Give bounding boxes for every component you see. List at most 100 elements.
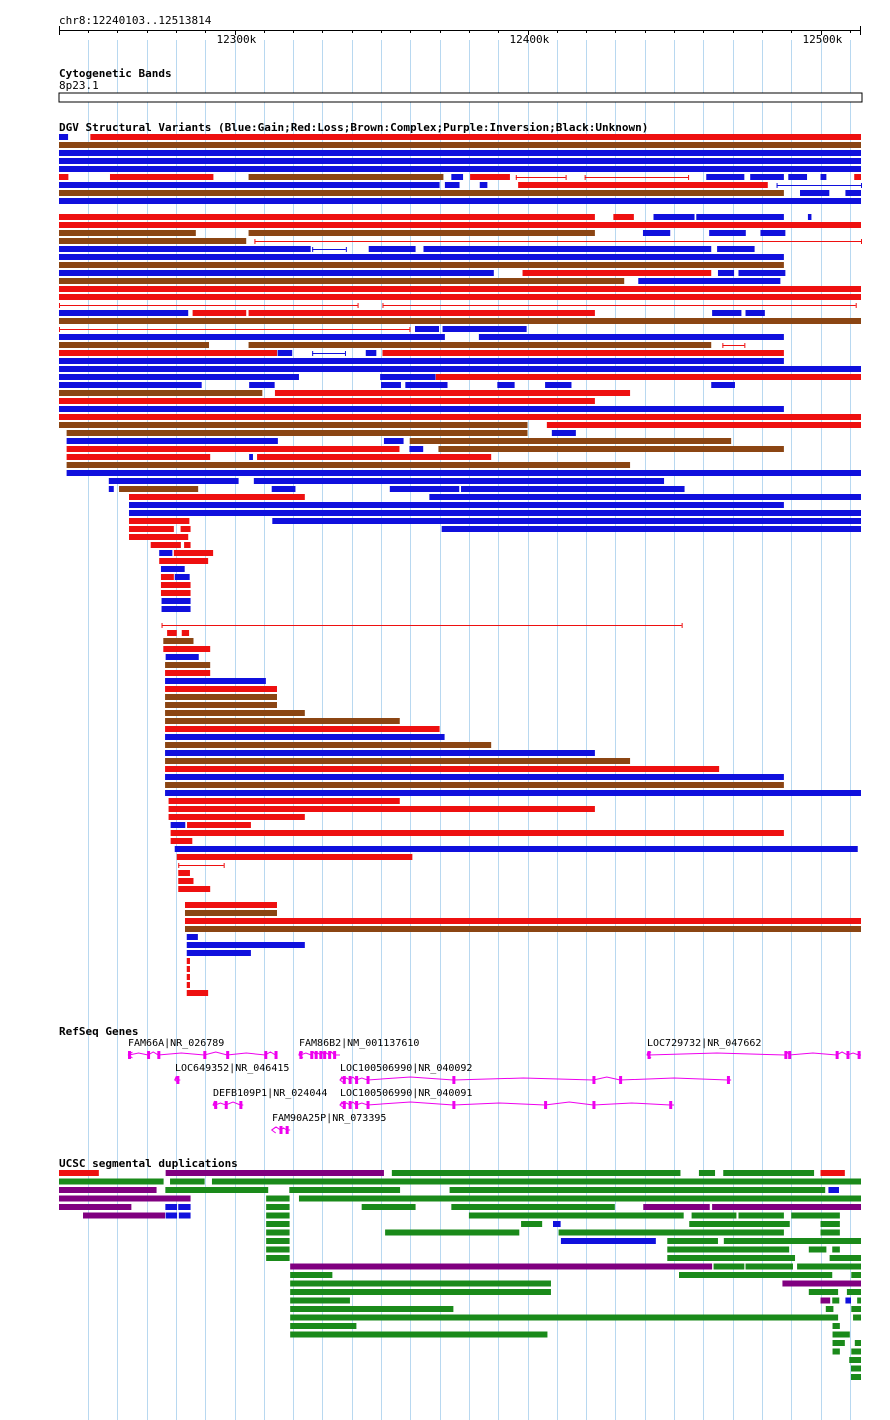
structural-variant-gain[interactable] <box>389 486 460 492</box>
segmental-duplication[interactable] <box>266 1255 290 1261</box>
structural-variant-gain[interactable] <box>478 334 784 340</box>
structural-variant-gain[interactable] <box>129 510 861 516</box>
segmental-duplication[interactable] <box>825 1306 834 1312</box>
structural-variant-gain[interactable] <box>165 774 784 780</box>
structural-variant-gain[interactable] <box>59 150 861 156</box>
structural-variant-complex[interactable] <box>59 422 528 428</box>
segmental-duplication[interactable] <box>820 1229 840 1236</box>
gene-exon[interactable] <box>592 1101 596 1109</box>
structural-variant-gain[interactable] <box>66 470 861 476</box>
structural-variant-complex[interactable] <box>184 910 277 916</box>
segmental-duplication[interactable] <box>165 1212 178 1219</box>
gene-exon[interactable] <box>264 1051 268 1059</box>
segmental-duplication[interactable] <box>828 1187 839 1193</box>
structural-variant-loss[interactable] <box>150 542 181 548</box>
structural-variant-loss[interactable] <box>160 574 174 580</box>
segmental-duplication[interactable] <box>820 1170 845 1176</box>
gene-label[interactable]: LOC649352|NR_046415 <box>175 1063 290 1074</box>
gene-intron-line[interactable] <box>339 1076 732 1081</box>
gene-exon[interactable] <box>452 1101 456 1109</box>
segmental-duplication[interactable] <box>832 1348 840 1355</box>
segmental-duplication[interactable] <box>290 1323 357 1329</box>
gene-exon[interactable] <box>310 1051 314 1059</box>
structural-variant-loss[interactable] <box>59 414 861 420</box>
segmental-duplication[interactable] <box>560 1238 656 1244</box>
structural-variant-gain[interactable] <box>745 310 765 316</box>
structural-variant-gain[interactable] <box>380 374 436 380</box>
gene-exon[interactable] <box>224 1101 228 1109</box>
structural-variant-complex[interactable] <box>248 174 444 180</box>
segmental-duplication[interactable] <box>451 1204 615 1210</box>
structural-variant-gain[interactable] <box>170 822 186 828</box>
structural-variant-loss[interactable] <box>59 222 861 228</box>
structural-variant-complex[interactable] <box>438 446 784 452</box>
structural-variant-loss[interactable] <box>180 526 191 532</box>
gene-exon[interactable] <box>285 1126 289 1134</box>
gene-exon[interactable] <box>323 1051 327 1059</box>
segmental-duplication[interactable] <box>266 1212 290 1219</box>
gene-exon[interactable] <box>348 1101 352 1109</box>
structural-variant-gain[interactable] <box>820 174 827 180</box>
structural-variant-loss[interactable] <box>168 798 400 804</box>
segdup-track[interactable] <box>59 1170 862 1380</box>
structural-variant-complex[interactable] <box>59 318 861 324</box>
segmental-duplication[interactable] <box>558 1229 784 1236</box>
structural-variant-gain[interactable] <box>409 446 424 452</box>
cytoband-bar[interactable] <box>58 92 863 103</box>
structural-variant-complex[interactable] <box>409 438 732 444</box>
structural-variant-loss[interactable] <box>435 374 861 380</box>
structural-variant-loss[interactable] <box>274 390 631 396</box>
structural-variant-complex[interactable] <box>165 702 277 708</box>
structural-variant-loss[interactable] <box>522 270 712 276</box>
structural-variant-loss[interactable] <box>186 966 190 972</box>
gene-exon[interactable] <box>274 1051 278 1059</box>
gene-label[interactable]: FAM90A25P|NR_073395 <box>272 1113 387 1124</box>
structural-variant-loss[interactable] <box>168 814 305 820</box>
segmental-duplication[interactable] <box>691 1212 737 1219</box>
gene-exon[interactable] <box>348 1076 352 1084</box>
gene-exon[interactable] <box>726 1076 730 1084</box>
segmental-duplication[interactable] <box>738 1212 784 1219</box>
structural-variant-gain[interactable] <box>174 574 190 580</box>
segmental-duplication[interactable] <box>266 1221 290 1227</box>
structural-variant-gain[interactable] <box>479 182 488 188</box>
structural-variant-loss[interactable] <box>176 854 413 860</box>
segmental-duplication[interactable] <box>290 1263 713 1270</box>
structural-variant-gain[interactable] <box>186 934 198 940</box>
gene-exon[interactable] <box>214 1101 218 1109</box>
gene-exon[interactable] <box>857 1051 861 1059</box>
structural-variant-loss[interactable] <box>59 398 595 404</box>
structural-variant-gain[interactable] <box>717 270 735 276</box>
segmental-duplication[interactable] <box>808 1289 839 1295</box>
segmental-duplication[interactable] <box>290 1272 333 1278</box>
segmental-duplication[interactable] <box>832 1331 850 1338</box>
structural-variant-gain[interactable] <box>271 486 296 492</box>
structural-variant-gain[interactable] <box>165 654 199 660</box>
structural-variant-gain[interactable] <box>638 278 781 284</box>
structural-variant-loss[interactable] <box>248 310 595 316</box>
segmental-duplication[interactable] <box>845 1297 851 1304</box>
structural-variant-complex[interactable] <box>165 694 277 700</box>
segmental-duplication[interactable] <box>290 1306 454 1312</box>
segmental-duplication[interactable] <box>165 1170 384 1176</box>
structural-variant-loss[interactable] <box>181 630 190 636</box>
gene-exon[interactable] <box>366 1101 370 1109</box>
segmental-duplication[interactable] <box>854 1340 861 1346</box>
segmental-duplication[interactable] <box>723 1170 815 1176</box>
gene-exon[interactable] <box>846 1051 850 1059</box>
segmental-duplication[interactable] <box>290 1331 548 1338</box>
segmental-duplication[interactable] <box>667 1246 790 1253</box>
structural-variant-gain[interactable] <box>165 750 595 756</box>
structural-variant-gain[interactable] <box>696 214 784 220</box>
structural-variant-gain[interactable] <box>59 374 299 380</box>
gene-exon[interactable] <box>355 1076 359 1084</box>
gene-exon[interactable] <box>592 1076 596 1084</box>
structural-variant-loss[interactable] <box>165 670 211 676</box>
segmental-duplication[interactable] <box>165 1187 269 1193</box>
structural-variant-gain[interactable] <box>551 430 576 436</box>
structural-variant-loss[interactable] <box>165 766 720 772</box>
structural-variant-gain[interactable] <box>59 358 784 364</box>
structural-variant-loss[interactable] <box>66 446 400 452</box>
structural-variant-gain[interactable] <box>161 598 191 604</box>
gene-label[interactable]: FAM86B2|NM_001137610 <box>299 1038 420 1049</box>
